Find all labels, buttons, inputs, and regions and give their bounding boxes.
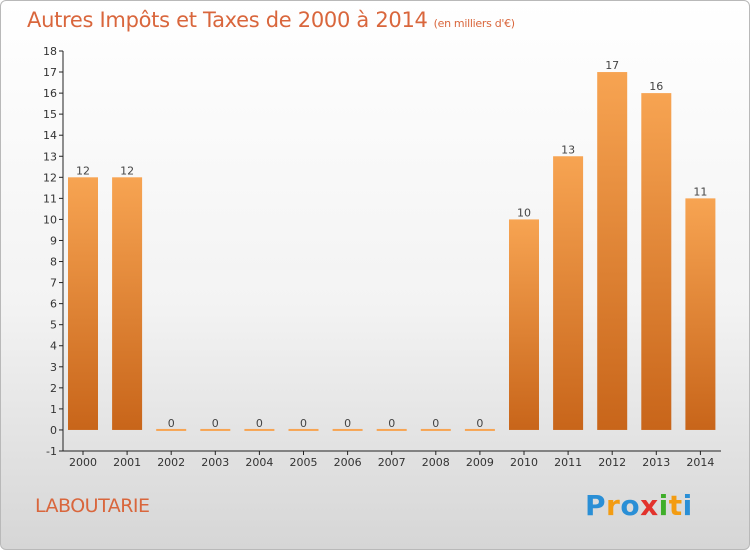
data-label: 13 <box>561 143 575 156</box>
x-tick-label: 2002 <box>157 456 185 469</box>
bar <box>288 428 319 431</box>
data-label: 0 <box>256 417 263 430</box>
y-tick-label: 2 <box>50 382 57 395</box>
x-tick-label: 2013 <box>642 456 670 469</box>
logo-letter: P <box>585 489 607 522</box>
data-label: 0 <box>168 417 175 430</box>
logo-letter: r <box>606 489 621 522</box>
bar <box>156 428 187 431</box>
y-tick-label: 1 <box>50 403 57 416</box>
bar <box>597 72 628 430</box>
data-label: 12 <box>76 164 90 177</box>
y-tick-label: 9 <box>50 234 57 247</box>
bar <box>641 93 672 430</box>
logo-letter: i <box>682 489 693 522</box>
x-tick-label: 2003 <box>201 456 229 469</box>
y-tick-label: 17 <box>43 66 57 79</box>
y-tick-label: 5 <box>50 319 57 332</box>
bars <box>68 72 716 431</box>
data-label: 0 <box>344 417 351 430</box>
x-tick-label: 2008 <box>422 456 450 469</box>
chart-title-text: Autres Impôts et Taxes de 2000 à 2014 <box>27 8 428 32</box>
x-tick-label: 2001 <box>113 456 141 469</box>
data-label: 10 <box>517 206 531 219</box>
x-tick-label: 2005 <box>290 456 318 469</box>
data-label: 0 <box>432 417 439 430</box>
x-tick-label: 2014 <box>686 456 714 469</box>
x-tick-label: 2006 <box>334 456 362 469</box>
y-tick-label: 11 <box>43 192 57 205</box>
y-tick-label: 13 <box>43 150 57 163</box>
data-label: 0 <box>212 417 219 430</box>
bar <box>376 428 407 431</box>
proxiti-logo: Proxiti <box>585 489 693 522</box>
bar <box>509 219 539 430</box>
x-tick-label: 2007 <box>378 456 406 469</box>
x-tick-label: 2011 <box>554 456 582 469</box>
bar <box>68 177 98 430</box>
data-label: 0 <box>476 417 483 430</box>
y-tick-label: 18 <box>43 45 57 58</box>
bar <box>332 428 363 431</box>
x-tick-label: 2012 <box>598 456 626 469</box>
logo-letter: t <box>668 489 683 522</box>
bar <box>244 428 275 431</box>
data-label: 0 <box>388 417 395 430</box>
bar <box>553 156 584 430</box>
y-tick-label: 10 <box>43 213 57 226</box>
logo-letter: o <box>620 489 641 522</box>
y-tick-label: 15 <box>43 108 57 121</box>
y-tick-label: 14 <box>43 129 57 142</box>
y-tick-label: 7 <box>50 277 57 290</box>
y-tick-label: 8 <box>50 256 57 269</box>
data-label: 0 <box>300 417 307 430</box>
x-tick-label: 2010 <box>510 456 538 469</box>
y-tick-label: 12 <box>43 171 57 184</box>
x-tick-label: 2000 <box>69 456 97 469</box>
bar <box>200 428 231 431</box>
data-label: 12 <box>120 164 134 177</box>
y-tick-label: 4 <box>50 340 57 353</box>
logo-letter: i <box>658 489 669 522</box>
x-tick-label: 2009 <box>466 456 494 469</box>
data-label: 16 <box>649 80 663 93</box>
bar <box>464 428 495 431</box>
logo-letter: x <box>640 489 659 522</box>
commune-name: LABOUTARIE <box>35 495 150 517</box>
y-tick-label: 0 <box>50 424 57 437</box>
y-tick-label: 16 <box>43 87 57 100</box>
x-tick-label: 2004 <box>245 456 273 469</box>
y-tick-label: -1 <box>46 445 57 458</box>
bar <box>420 428 451 431</box>
data-label: 11 <box>693 185 707 198</box>
bar <box>112 177 143 430</box>
bar <box>685 198 716 430</box>
chart-subtitle: (en milliers d'€) <box>433 17 515 30</box>
data-label: 17 <box>605 59 619 72</box>
y-tick-label: 3 <box>50 361 57 374</box>
chart-title: Autres Impôts et Taxes de 2000 à 2014 (en… <box>27 8 515 32</box>
data-labels: 12 12 0 0 0 0 0 0 0 0 10 13 17 16 11 <box>76 59 707 430</box>
y-tick-label: 6 <box>50 298 57 311</box>
